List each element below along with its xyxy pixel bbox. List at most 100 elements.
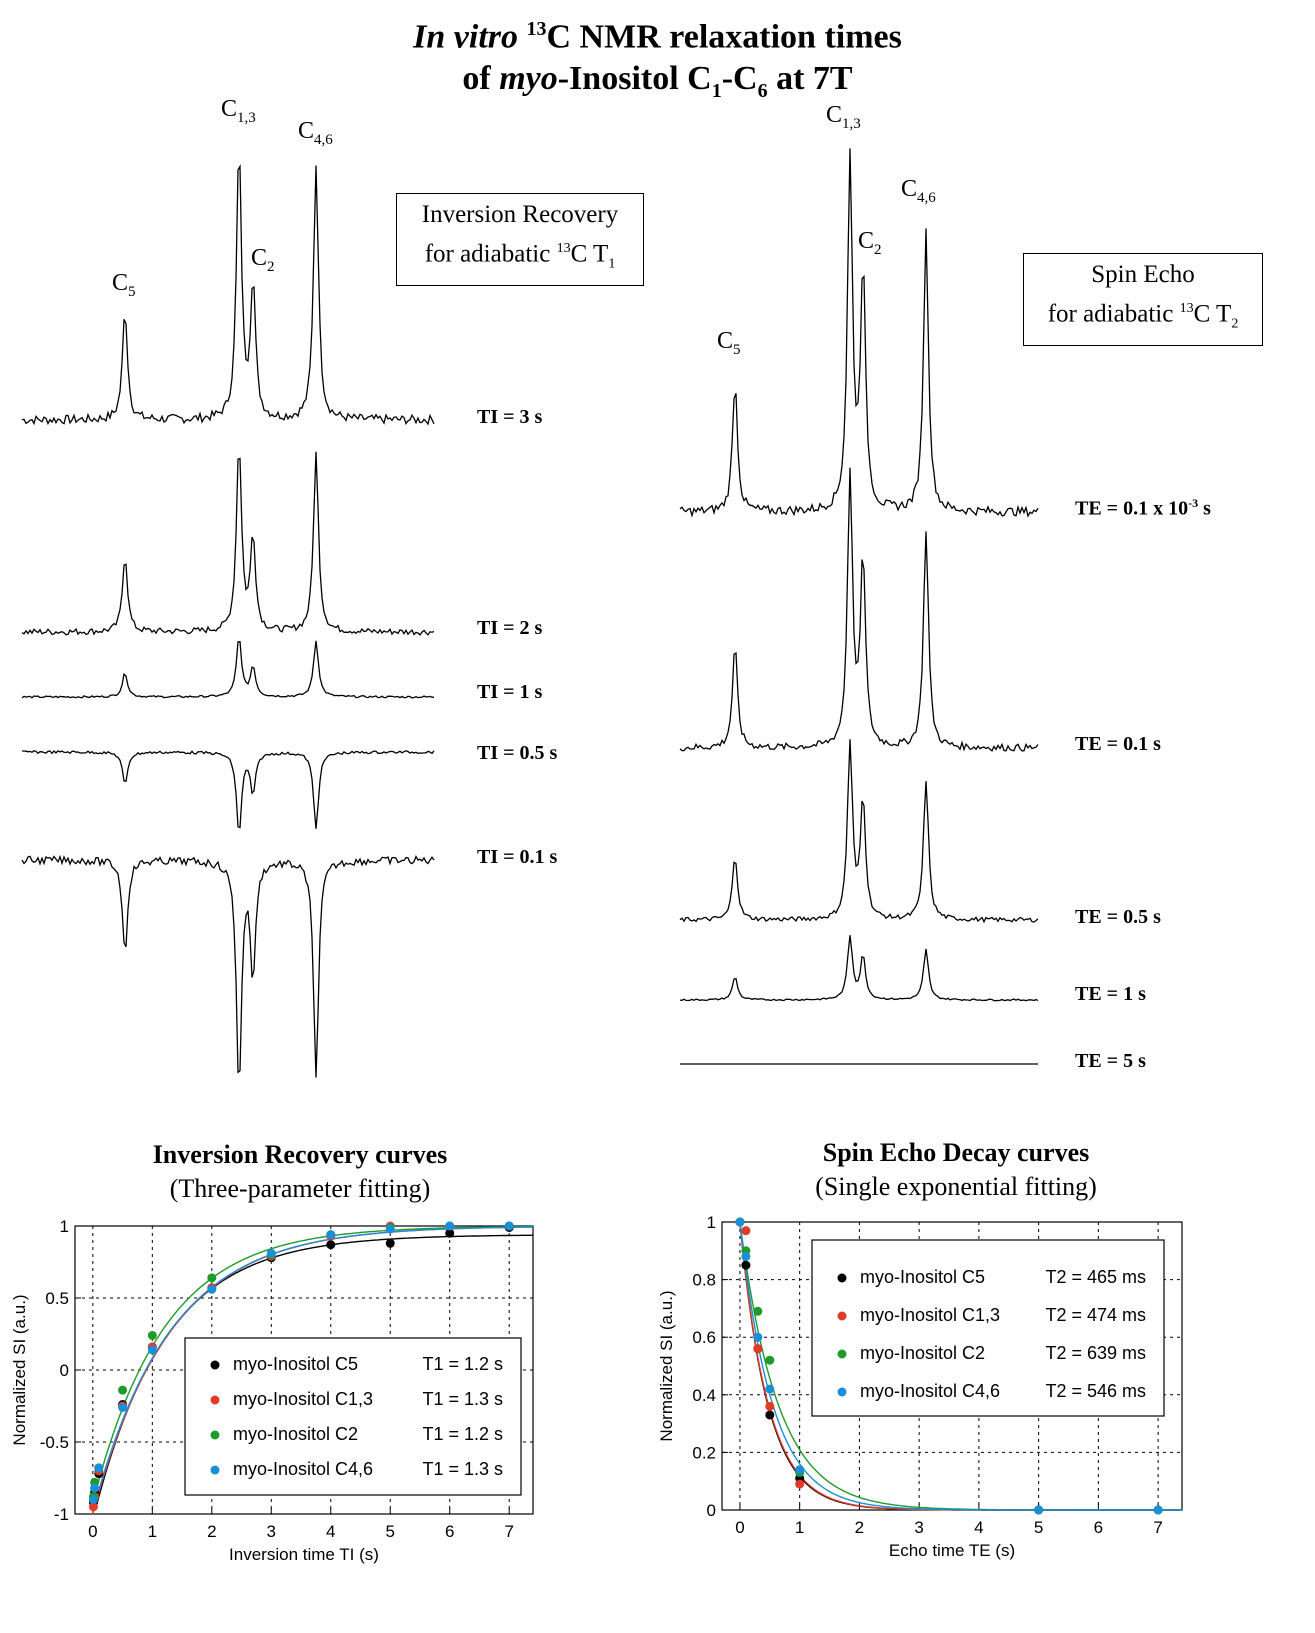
ir-spectrum-trace	[21, 854, 435, 1078]
fit-curve	[92, 1226, 533, 1512]
ir-spectrum-trace	[22, 749, 435, 829]
se-spectrum-trace	[679, 467, 1039, 752]
legend-fit-value: T1 = 1.2 s	[422, 1424, 503, 1444]
data-point	[147, 1330, 157, 1340]
legend-series-name: myo-Inositol C5	[860, 1267, 985, 1287]
legend	[811, 1239, 1165, 1417]
se-peak-label-c13: C1,3	[826, 102, 861, 132]
se-peak-label-c46: C4,6	[901, 176, 936, 206]
data-point	[207, 1284, 217, 1294]
data-point	[735, 1217, 745, 1227]
x-tick-label: 4	[326, 1522, 335, 1541]
data-point	[1153, 1505, 1163, 1515]
data-point	[385, 1238, 395, 1248]
legend-marker	[837, 1273, 847, 1283]
title-line-1: In vitro 13C NMR relaxation times	[413, 18, 902, 56]
se-curves-chart: 0 1 2 3 4 5 6 7 0 0.2 0.4 0.6 0.8 1 Echo time TE (s) No…	[657, 1213, 1183, 1560]
data-point	[795, 1465, 805, 1475]
legend	[184, 1337, 522, 1496]
se-spectrum-label: TE = 0.1 x 10-3 s	[1075, 496, 1211, 520]
ir-spectra	[21, 164, 435, 1078]
y-tick-label: -0.5	[40, 1433, 69, 1452]
data-point	[504, 1221, 514, 1231]
legend-marker	[837, 1311, 847, 1321]
se-peak-label-c5: C5	[717, 328, 741, 358]
x-tick-label: 3	[914, 1518, 923, 1537]
ir-spectrum-label: TI = 0.1 s	[477, 846, 558, 868]
ir-spectrum-label: TI = 2 s	[477, 617, 543, 639]
x-tick-label: 5	[386, 1522, 395, 1541]
data-point	[326, 1240, 336, 1250]
plot-frame	[74, 1225, 534, 1515]
se-peak-label-c2: C2	[858, 228, 882, 258]
ir-peak-label-c13: C1,3	[221, 96, 256, 126]
data-point	[207, 1273, 217, 1283]
x-tick-label: 7	[1153, 1518, 1162, 1537]
x-axis-label: Inversion time TI (s)	[229, 1545, 379, 1564]
x-tick-label: 0	[88, 1522, 97, 1541]
ir-spectrum-label: TI = 3 s	[477, 406, 543, 428]
se-spectrum-label: TE = 1 s	[1075, 983, 1146, 1005]
ir-spectrum-label: TI = 0.5 s	[477, 742, 558, 764]
figure-title: In vitro 13C NMR relaxation times of myo…	[0, 8, 1315, 112]
data-point	[326, 1230, 336, 1240]
y-tick-label: 0.5	[45, 1289, 69, 1308]
legend-fit-value: T2 = 474 ms	[1045, 1305, 1146, 1325]
x-tick-label: 6	[1094, 1518, 1103, 1537]
data-point	[118, 1402, 128, 1412]
legend-fit-value: T2 = 546 ms	[1045, 1381, 1146, 1401]
ir-curves-title: Inversion Recovery curves (Three-paramet…	[152, 1140, 448, 1203]
se-method-box: Spin Echo for adiabatic 13C T2	[1023, 253, 1263, 347]
legend-marker	[210, 1465, 220, 1475]
legend-series-name: myo-Inositol C2	[860, 1343, 985, 1363]
data-point	[266, 1248, 276, 1258]
ir-peak-label-c5: C5	[112, 270, 136, 300]
se-spectrum-trace	[679, 935, 1039, 1002]
data-point	[88, 1502, 98, 1512]
data-point	[753, 1344, 763, 1354]
x-tick-label: 0	[735, 1518, 744, 1537]
se-spectrum-label: TE = 5 s	[1075, 1050, 1146, 1072]
y-tick-label: 0	[60, 1361, 69, 1380]
data-point	[147, 1345, 157, 1355]
data-point	[741, 1260, 751, 1270]
legend-marker	[837, 1349, 847, 1359]
data-point	[445, 1228, 455, 1238]
data-point	[741, 1252, 751, 1262]
data-point	[765, 1401, 775, 1411]
x-tick-label: 4	[974, 1518, 983, 1537]
legend-series-name: myo-Inositol C2	[233, 1424, 358, 1444]
legend-fit-value: T1 = 1.3 s	[422, 1389, 503, 1409]
legend-fit-value: T1 = 1.2 s	[422, 1354, 503, 1374]
data-point	[753, 1332, 763, 1342]
y-tick-label: 0.6	[692, 1328, 716, 1347]
x-axis-label: Echo time TE (s)	[889, 1541, 1015, 1560]
data-point	[1034, 1505, 1044, 1515]
legend-marker	[210, 1360, 220, 1370]
y-tick-label: 1	[707, 1213, 716, 1232]
se-spectrum-trace	[679, 739, 1039, 924]
ir-spectrum-trace	[21, 164, 435, 426]
legend-series-name: myo-Inositol C4,6	[860, 1381, 1000, 1401]
legend-series-name: myo-Inositol C1,3	[233, 1389, 373, 1409]
title-line-2: of myo-Inositol C1-C6 at 7T	[462, 60, 853, 103]
data-point	[795, 1479, 805, 1489]
data-point	[741, 1226, 751, 1236]
x-tick-label: 6	[445, 1522, 454, 1541]
data-point	[88, 1495, 98, 1505]
y-tick-label: 0	[707, 1501, 716, 1520]
x-tick-label: 7	[504, 1522, 513, 1541]
fit-curve	[92, 1225, 533, 1503]
ir-spectrum-trace	[21, 451, 435, 636]
legend-series-name: myo-Inositol C5	[233, 1354, 358, 1374]
y-tick-label: 0.2	[692, 1443, 716, 1462]
legend-fit-value: T2 = 465 ms	[1045, 1267, 1146, 1287]
se-spectrum-label: TE = 0.5 s	[1075, 906, 1161, 928]
x-tick-label: 2	[855, 1518, 864, 1537]
se-spectrum-label: TE = 0.1 s	[1075, 733, 1161, 755]
ir-curves-chart: 0 1 2 3 4 5 6 7 -1 -0.5 0 0.5 1 Inversion time TI (s)…	[10, 1217, 534, 1564]
x-tick-label: 5	[1034, 1518, 1043, 1537]
data-point	[445, 1221, 455, 1231]
y-tick-label: 1	[60, 1217, 69, 1236]
data-point	[94, 1463, 104, 1473]
